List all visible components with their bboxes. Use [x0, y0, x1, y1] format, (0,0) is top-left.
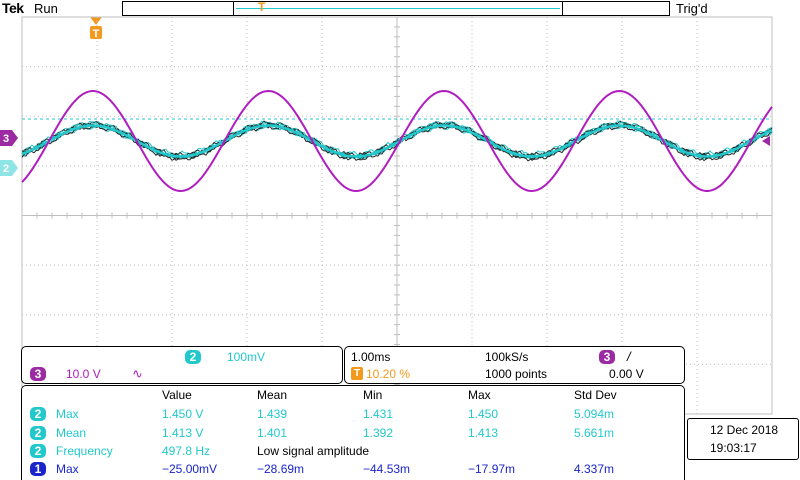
header-max: Max	[468, 388, 491, 402]
row-max: −17.97m	[468, 462, 516, 476]
trigger-position-percent[interactable]: 10.20 %	[366, 367, 411, 381]
trigger-source-badge[interactable]: 3	[599, 350, 615, 364]
row-min: −44.53m	[363, 462, 411, 476]
header-min: Min	[363, 388, 383, 402]
record-view-window[interactable]	[233, 1, 563, 16]
trigger-position-marker-icon: T	[258, 0, 266, 14]
row-min: 1.431	[363, 407, 394, 421]
row-channel-badge: 1	[30, 462, 46, 476]
row-value: 1.413 V	[162, 426, 204, 440]
trigger-position-flag-icon[interactable]: T	[88, 15, 104, 41]
row-value: 1.450 V	[162, 407, 204, 421]
svg-text:T: T	[93, 28, 100, 40]
ch3-waveform-trace	[21, 89, 773, 193]
ch3-ground-marker[interactable]: 3	[0, 130, 18, 146]
ch3-scale[interactable]: 10.0 V	[66, 367, 101, 381]
measurement-panel[interactable]: Value Mean Min Max Std Dev 2 Max 1.450 V…	[21, 385, 685, 480]
ac-coupling-icon: ∿	[132, 366, 143, 381]
run-state: Run	[34, 1, 58, 16]
ch2-scale[interactable]: 100mV	[227, 350, 266, 364]
time-readout: 19:03:17	[710, 441, 757, 455]
datetime-box: 12 Dec 2018 19:03:17	[687, 418, 799, 460]
record-length: 1000 points	[485, 367, 548, 381]
row-value: −25.00mV	[162, 462, 218, 476]
trigger-position-icon: T	[351, 367, 363, 380]
brand-logo: Tek	[2, 0, 24, 16]
row-measure-name: Max	[56, 462, 79, 476]
sample-rate: 100kS/s	[485, 350, 529, 364]
ch2-badge[interactable]: 2	[185, 350, 201, 364]
row-channel-badge: 2	[30, 407, 46, 421]
row-measure-name: Max	[56, 407, 79, 421]
row-channel-badge: 2	[30, 444, 46, 458]
row-measure-name: Mean	[56, 426, 87, 440]
row-max: 1.413	[468, 426, 499, 440]
channel-settings-panel[interactable]: 2 100mV 3 10.0 V ∿	[21, 346, 343, 384]
record-overview-bar[interactable]: T	[122, 0, 670, 16]
trigger-state: Trig'd	[676, 1, 708, 16]
row-std-dev: 5.661m	[574, 426, 615, 440]
date-readout: 12 Dec 2018	[710, 423, 779, 437]
trigger-level-marker-icon[interactable]	[760, 135, 772, 147]
trigger-level[interactable]: 0.00 V	[609, 367, 644, 381]
row-value: 497.8 Hz	[162, 444, 211, 458]
row-min: 1.392	[363, 426, 394, 440]
row-mean: 1.401	[257, 426, 288, 440]
ch2-ground-marker[interactable]: 2	[0, 160, 18, 176]
row-std-dev: 5.094m	[574, 407, 615, 421]
rising-edge-icon: /	[627, 349, 631, 364]
ch3-badge[interactable]: 3	[30, 367, 46, 381]
svg-text:2: 2	[3, 163, 9, 175]
svg-text:3: 3	[3, 133, 9, 145]
row-std-dev: 4.337m	[574, 462, 615, 476]
header-value: Value	[162, 388, 192, 402]
row-mean: −28.69m	[257, 462, 305, 476]
row-max: 1.450	[468, 407, 499, 421]
row-status-message: Low signal amplitude	[257, 444, 370, 458]
row-channel-badge: 2	[30, 426, 46, 440]
time-per-division[interactable]: 1.00ms	[351, 350, 391, 364]
row-measure-name: Frequency	[56, 444, 113, 458]
header-mean: Mean	[257, 388, 288, 402]
header-std-dev: Std Dev	[574, 388, 617, 402]
header-bar: Tek Run T Trig'd	[0, 0, 800, 18]
row-mean: 1.439	[257, 407, 288, 421]
timebase-trigger-panel[interactable]: 1.00ms 100kS/s T 10.20 % 1000 points 3 /…	[344, 346, 685, 384]
ch2-waveform-trace	[21, 124, 773, 158]
